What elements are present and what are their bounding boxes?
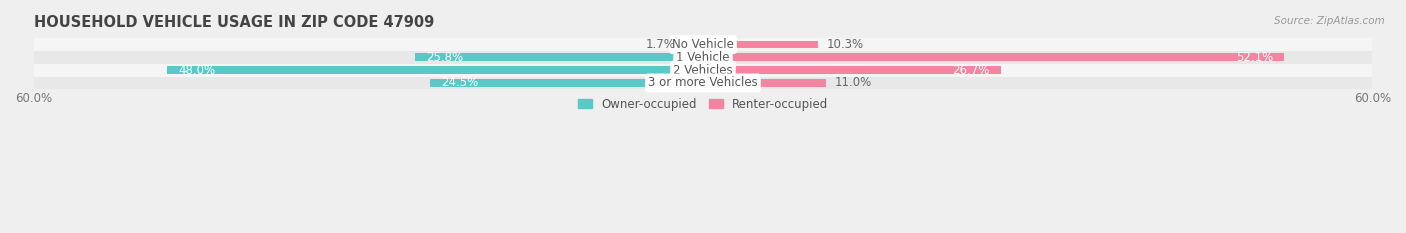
Text: 52.1%: 52.1%: [1236, 51, 1274, 64]
Text: 10.3%: 10.3%: [827, 38, 863, 51]
Bar: [703, 54, 1284, 61]
Text: No Vehicle: No Vehicle: [672, 38, 734, 51]
Bar: [703, 79, 825, 87]
Text: 1 Vehicle: 1 Vehicle: [676, 51, 730, 64]
Bar: [430, 79, 703, 87]
Bar: [167, 66, 703, 74]
Bar: [34, 64, 1372, 77]
Bar: [703, 41, 818, 48]
Bar: [34, 38, 1372, 51]
Bar: [415, 54, 703, 61]
Text: Source: ZipAtlas.com: Source: ZipAtlas.com: [1274, 16, 1385, 26]
Text: 26.7%: 26.7%: [952, 64, 990, 77]
Legend: Owner-occupied, Renter-occupied: Owner-occupied, Renter-occupied: [572, 93, 834, 115]
Text: 3 or more Vehicles: 3 or more Vehicles: [648, 76, 758, 89]
Text: 11.0%: 11.0%: [835, 76, 872, 89]
Bar: [685, 41, 703, 48]
Bar: [34, 51, 1372, 64]
Text: 1.7%: 1.7%: [645, 38, 675, 51]
Text: 24.5%: 24.5%: [441, 76, 478, 89]
Text: HOUSEHOLD VEHICLE USAGE IN ZIP CODE 47909: HOUSEHOLD VEHICLE USAGE IN ZIP CODE 4790…: [34, 15, 434, 30]
Text: 25.8%: 25.8%: [426, 51, 464, 64]
Text: 2 Vehicles: 2 Vehicles: [673, 64, 733, 77]
Bar: [703, 66, 1001, 74]
Text: 48.0%: 48.0%: [179, 64, 215, 77]
Bar: [34, 77, 1372, 89]
